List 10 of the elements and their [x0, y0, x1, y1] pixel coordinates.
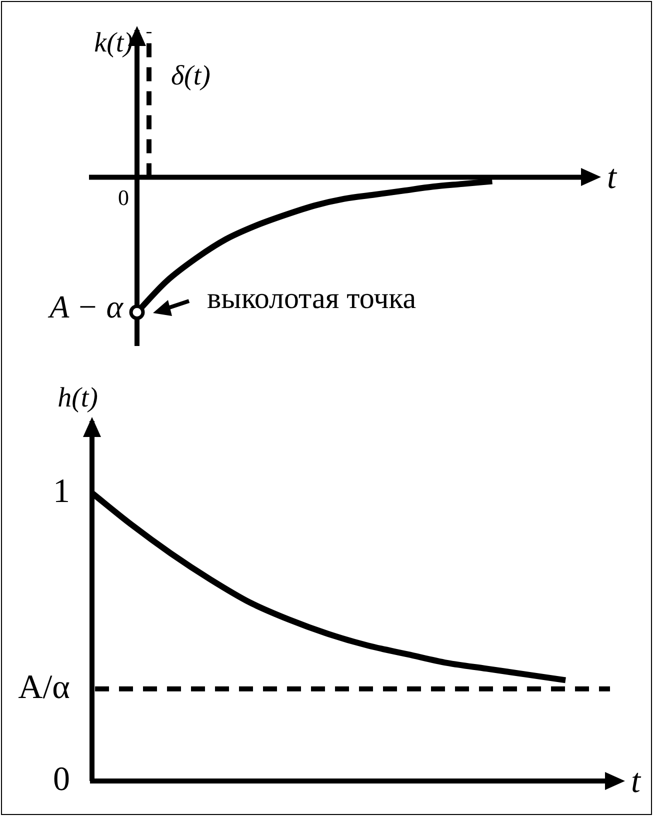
y-tick-label: 1: [53, 472, 70, 510]
text: δ(t): [171, 60, 210, 92]
y-axis-title: h(t): [58, 382, 98, 414]
annotation: выколотая точка: [207, 282, 416, 316]
y-tick-label: A/α: [18, 668, 70, 706]
x-axis-title: t: [607, 159, 618, 196]
x-axis-title: t: [631, 762, 642, 800]
annotation: A − α: [48, 288, 124, 325]
y-tick-label: 0: [53, 760, 70, 798]
annotation: 0: [118, 184, 129, 210]
